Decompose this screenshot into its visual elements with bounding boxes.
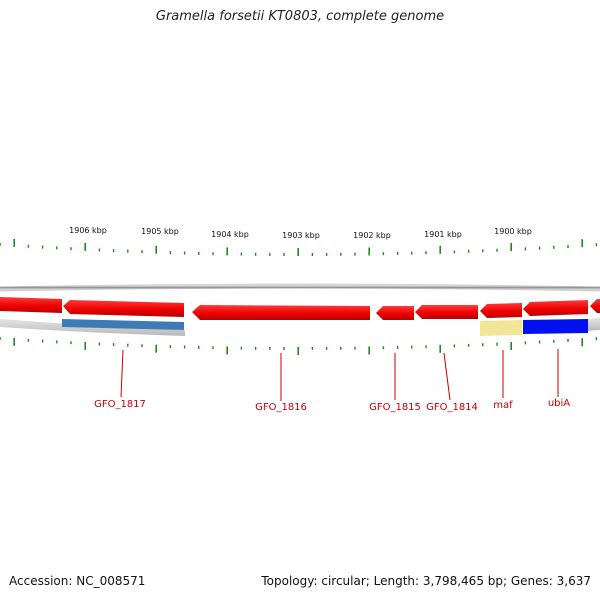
topology-text: Topology: circular; Length: 3,798,465 bp…	[261, 574, 591, 588]
gene-arrow-GFO_1817	[63, 300, 184, 317]
feature-boxes	[62, 319, 588, 336]
leader-line-GFO_1814	[443, 352, 451, 401]
scale-label: 1905 kbp	[141, 227, 179, 236]
scale-labels: 1906 kbp 1905 kbp 1904 kbp 1903 kbp 1902…	[69, 226, 532, 240]
feature-box-steelblue	[62, 319, 184, 330]
feature-track-backbone-right	[588, 318, 600, 331]
gene-arrow-GFO_1815	[376, 306, 414, 320]
gene-labels: GFO_1817 GFO_1816 GFO_1815 GFO_1814 maf …	[94, 398, 570, 413]
scale-label: 1901 kbp	[424, 230, 462, 239]
feature-box-khaki	[480, 320, 522, 336]
gene-arrow-right-partial	[590, 299, 600, 313]
gene-arrow-left-partial	[0, 297, 62, 313]
scale-label: 1904 kbp	[211, 230, 249, 239]
scale-ticks-top	[0, 238, 598, 256]
feature-box-blue	[523, 319, 588, 334]
gene-label[interactable]: GFO_1815	[369, 402, 421, 413]
gene-arrow-GFO_1816	[192, 305, 370, 320]
accession-text: Accession: NC_008571	[9, 574, 146, 588]
scale-label: 1903 kbp	[282, 231, 320, 240]
gene-arrow-ubiA	[523, 300, 588, 316]
genome-title: Gramella forsetii KT0803, complete genom…	[155, 9, 445, 24]
gene-label[interactable]: ubiA	[548, 398, 570, 409]
scale-label: 1906 kbp	[69, 226, 107, 235]
gene-label-lines	[120, 349, 559, 401]
leader-line-GFO_1817	[120, 349, 124, 398]
gene-label[interactable]: maf	[493, 400, 513, 411]
gene-arrow-GFO_1814	[415, 305, 478, 319]
gene-label[interactable]: GFO_1816	[255, 402, 307, 413]
gene-arrow-maf	[480, 303, 522, 318]
gene-label[interactable]: GFO_1814	[426, 402, 478, 413]
scale-label: 1900 kbp	[494, 227, 532, 236]
gene-label[interactable]: GFO_1817	[94, 399, 146, 410]
scale-label: 1902 kbp	[353, 231, 391, 240]
gene-arrows	[0, 297, 600, 320]
scale-ticks-bottom	[0, 337, 598, 355]
backbone-arc	[0, 283, 600, 292]
